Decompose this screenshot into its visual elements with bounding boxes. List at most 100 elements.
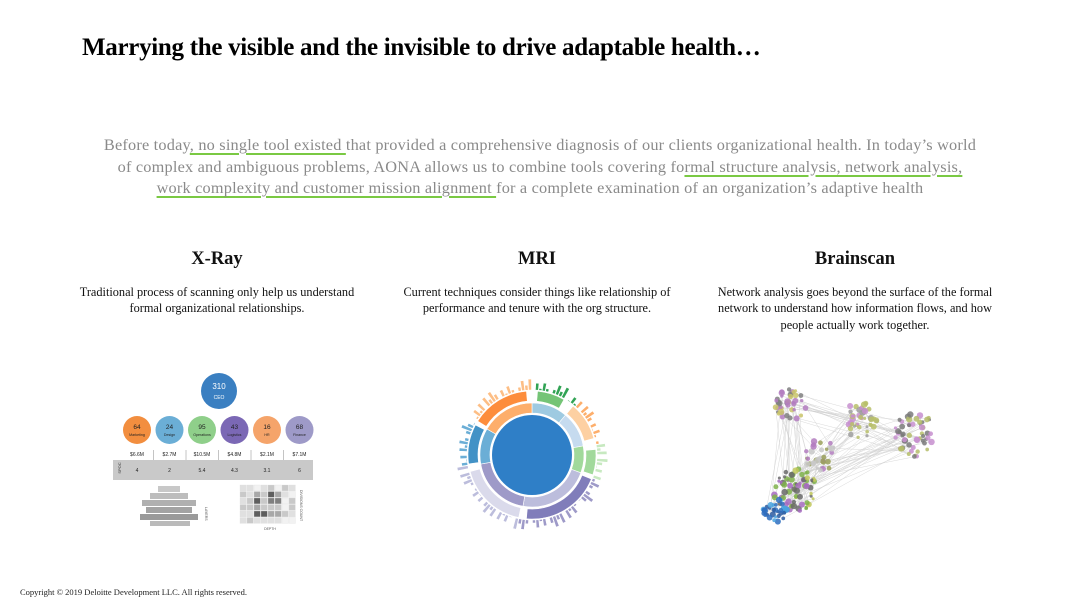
- network-node: [859, 407, 863, 411]
- network-node: [906, 432, 912, 438]
- network-node: [865, 425, 869, 429]
- network-node: [782, 510, 787, 515]
- sunburst-ring2-segment: [526, 474, 592, 520]
- xray-heading: X-Ray: [191, 249, 243, 269]
- network-node: [786, 387, 792, 392]
- depth-cell: [253, 517, 261, 524]
- sunburst-outer-spike: [594, 468, 603, 474]
- network-node: [897, 417, 902, 422]
- depth-cell: [253, 504, 261, 511]
- sunburst-outer-spike: [595, 461, 603, 466]
- sunburst-outer-spike: [456, 465, 469, 472]
- dept-span: 4.3: [231, 468, 238, 474]
- intro-text-2: that provided a comprehensive diagnosis …: [117, 135, 977, 176]
- network-node: [787, 415, 793, 421]
- sunburst-outer-spike: [566, 399, 571, 403]
- sunburst-outer-spike: [582, 411, 588, 417]
- network-node: [906, 442, 912, 448]
- network-node: [921, 433, 926, 439]
- sunburst-outer-spike: [535, 382, 540, 391]
- dept-label: Marketing: [129, 433, 145, 437]
- sunburst-outer-spike: [595, 443, 606, 449]
- network-node: [865, 429, 869, 434]
- depth-cell: [239, 504, 247, 511]
- sunburst-outer-spike: [488, 507, 498, 518]
- network-node: [912, 454, 917, 459]
- depth-cell: [260, 491, 268, 498]
- sunburst-outer-spike: [492, 393, 500, 401]
- dept-cost: $10.5M: [194, 452, 211, 458]
- network-edge: [791, 419, 930, 507]
- network-node: [910, 421, 916, 427]
- sunburst-outer-spike: [548, 516, 555, 524]
- network-node: [858, 414, 864, 420]
- sunburst-outer-spike: [475, 415, 480, 421]
- sunburst-outer-spike: [584, 489, 592, 497]
- network-edge: [796, 418, 805, 480]
- sunburst-outer-spike: [575, 400, 584, 410]
- network-node: [819, 447, 825, 453]
- sunburst-outer-spike: [466, 475, 472, 481]
- depth-cell: [274, 497, 282, 505]
- sunburst-outer-spike: [524, 519, 529, 525]
- depth-cell: [288, 510, 296, 518]
- network-node: [848, 431, 854, 438]
- network-edge: [781, 439, 905, 501]
- network-node: [798, 501, 805, 508]
- dept-value: 16: [263, 424, 271, 431]
- dept-span: 3.1: [264, 468, 271, 474]
- sunburst-outer-spike: [596, 458, 609, 463]
- depth-cell: [246, 497, 254, 505]
- sunburst-outer-spike: [517, 518, 523, 525]
- network-node: [810, 478, 814, 483]
- depth-cell: [288, 517, 296, 524]
- depth-cell: [267, 517, 275, 524]
- network-node: [810, 443, 817, 450]
- network-edge: [814, 438, 920, 481]
- dept-span: 5.4: [199, 468, 206, 474]
- brainscan-heading: Brainscan: [814, 249, 896, 269]
- sunburst-outer-spike: [519, 380, 526, 392]
- dept-cost: $2.7M: [163, 452, 177, 458]
- dept-span: 6: [298, 468, 301, 474]
- network-node: [808, 448, 815, 455]
- sunburst-outer-spike: [462, 478, 474, 486]
- network-node: [862, 408, 869, 415]
- depth-cell: [239, 491, 247, 498]
- network-node: [893, 426, 898, 430]
- network-node: [821, 454, 827, 460]
- network-node: [774, 503, 778, 507]
- depth-cell: [239, 510, 247, 518]
- network-node: [779, 501, 785, 507]
- mri-sunburst: [456, 378, 609, 530]
- network-node: [826, 465, 832, 471]
- sunburst-outer-spike: [589, 481, 600, 489]
- network-edge: [791, 447, 900, 475]
- depth-cell: [260, 510, 268, 518]
- layers-pyramid: [140, 486, 198, 526]
- sunburst-outer-spike: [471, 490, 480, 498]
- network-node: [793, 487, 801, 494]
- network-node: [791, 400, 795, 405]
- network-node: [803, 483, 810, 490]
- network-node: [828, 440, 833, 446]
- network-node: [812, 478, 816, 482]
- brainscan-column: Brainscan Network analysis goes beyond t…: [710, 249, 1000, 333]
- sunburst-outer-spike: [592, 474, 602, 482]
- depth-cell: [260, 497, 268, 505]
- network-node: [791, 389, 796, 395]
- dept-node-finance: [285, 416, 314, 444]
- sunburst-ring2-segment: [469, 468, 522, 518]
- network-node: [825, 458, 831, 465]
- dept-label: Design: [164, 433, 175, 437]
- sunburst-outer-spike: [554, 384, 563, 396]
- network-node: [781, 488, 788, 496]
- sunburst-outer-spike: [541, 382, 548, 392]
- network-node: [773, 484, 779, 490]
- network-node: [774, 515, 778, 519]
- sunburst-outer-spike: [561, 386, 570, 399]
- sunburst-outer-spike: [593, 433, 597, 439]
- network-node: [809, 494, 813, 498]
- network-node: [900, 431, 906, 437]
- network-node: [893, 435, 898, 440]
